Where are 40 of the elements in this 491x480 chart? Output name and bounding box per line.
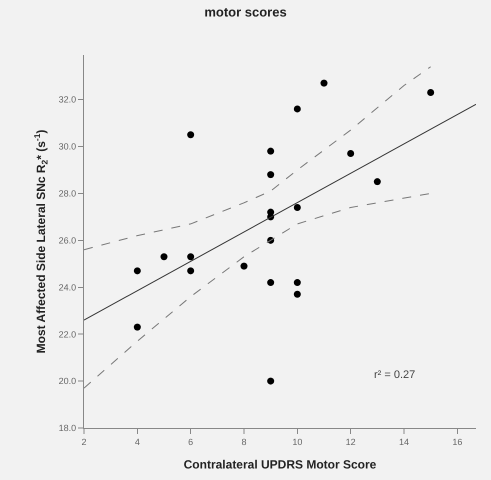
point — [240, 262, 248, 270]
line-series — [84, 66, 432, 250]
y-tick-label: 28.0 — [58, 188, 76, 199]
y-tick-label: 30.0 — [58, 142, 76, 152]
x-tick-label: 6 — [188, 436, 194, 447]
x-tick-label: 16 — [452, 436, 462, 447]
x-tick-label: 14 — [398, 436, 410, 447]
x-tick-label: 8 — [241, 436, 247, 447]
point — [267, 378, 274, 385]
point — [427, 89, 434, 96]
chart-title: motor scores — [204, 4, 287, 20]
point — [294, 279, 301, 286]
point — [294, 105, 301, 112]
point — [320, 80, 328, 87]
point — [187, 131, 194, 138]
point — [134, 324, 141, 331]
x-tick-label: 2 — [81, 436, 87, 447]
x-tick-label: 12 — [346, 436, 356, 447]
point — [267, 148, 274, 155]
point — [347, 150, 354, 158]
x-axis-title: Contralateral UPDRS Motor Score — [184, 458, 377, 472]
point — [294, 204, 301, 211]
point — [187, 253, 194, 260]
point — [267, 279, 274, 286]
point — [134, 267, 141, 274]
x-tick-label: 4 — [134, 436, 140, 447]
annotation: r² = 0.27 — [374, 369, 416, 381]
y-tick-label: 32.0 — [58, 94, 76, 105]
y-tick-label: 22.0 — [58, 329, 76, 340]
point — [374, 178, 381, 186]
point — [187, 267, 194, 274]
y-tick-label: 18.0 — [58, 423, 76, 434]
y-tick-label: 26.0 — [58, 235, 76, 246]
point — [294, 290, 301, 298]
y-tick-label: 20.0 — [58, 376, 76, 386]
line-series — [84, 192, 432, 389]
x-tick-label: 10 — [292, 436, 302, 447]
point — [267, 171, 274, 178]
y-tick-label: 24.0 — [58, 282, 76, 292]
point — [160, 253, 168, 260]
